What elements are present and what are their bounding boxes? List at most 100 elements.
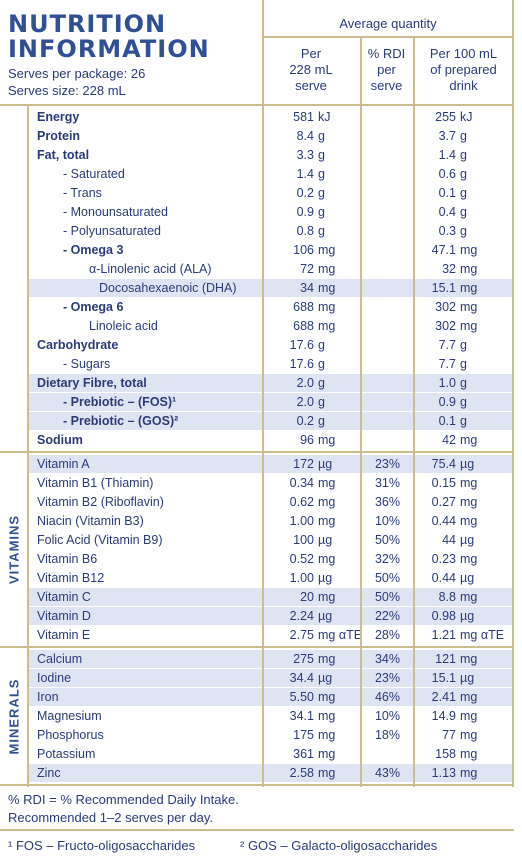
rule bbox=[262, 36, 514, 38]
title: NUTRITION bbox=[8, 10, 167, 38]
per-100-value: 121 bbox=[435, 652, 456, 666]
per-serve-value: 361 bbox=[293, 747, 314, 761]
section-label: MINERALS bbox=[6, 678, 22, 754]
per-100-unit: mg bbox=[460, 766, 478, 780]
per-serve-value: 1.00 bbox=[289, 571, 314, 585]
per-serve-value: 2.75 bbox=[289, 628, 314, 642]
per-100-unit: mg bbox=[460, 495, 478, 509]
per-100-value: 0.1 bbox=[438, 414, 456, 428]
section-label: VITAMINS bbox=[6, 514, 22, 585]
nutrient-name: Linoleic acid bbox=[89, 319, 158, 333]
row-highlight bbox=[29, 650, 512, 668]
per-serve-value: 96 bbox=[300, 433, 314, 447]
per-100-value: 1.13 bbox=[431, 766, 456, 780]
per-100-value: 42 bbox=[442, 433, 456, 447]
row-highlight bbox=[29, 588, 512, 606]
nutrient-name: - Polyunsaturated bbox=[63, 224, 161, 238]
per-serve-value: 3.3 bbox=[296, 148, 314, 162]
per-100-unit: mg bbox=[460, 300, 478, 314]
per-serve-unit: g bbox=[318, 414, 325, 428]
rdi-value: 50% bbox=[374, 571, 401, 585]
per-100-value: 3.7 bbox=[438, 129, 456, 143]
per-100-unit: mg bbox=[460, 709, 478, 723]
per-100-unit: g bbox=[460, 186, 467, 200]
per-serve-unit: mg bbox=[318, 495, 336, 509]
row-highlight bbox=[29, 607, 512, 625]
column-header: of prepared bbox=[430, 62, 497, 77]
rule bbox=[0, 784, 514, 786]
title: INFORMATION bbox=[8, 35, 210, 63]
per-100-value: 1.0 bbox=[438, 376, 456, 390]
per-100-value: 7.7 bbox=[438, 338, 456, 352]
per-serve-unit: mg bbox=[318, 552, 336, 566]
column-header: per bbox=[377, 62, 396, 77]
per-100-unit: mg bbox=[460, 243, 478, 257]
per-serve-value: 17.6 bbox=[289, 338, 314, 352]
per-100-unit: g bbox=[460, 167, 467, 181]
per-100-value: 44 bbox=[442, 533, 456, 547]
per-serve-value: 5.50 bbox=[289, 690, 314, 704]
per-100-value: 32 bbox=[442, 262, 456, 276]
per-serve-unit: mg bbox=[318, 728, 336, 742]
per-serve-value: 34 bbox=[300, 281, 314, 295]
per-serve-value: 0.9 bbox=[296, 205, 314, 219]
rdi-value: 32% bbox=[374, 552, 401, 566]
per-100-value: 7.7 bbox=[438, 357, 456, 371]
per-serve-value: 2.58 bbox=[289, 766, 314, 780]
row-highlight bbox=[29, 279, 512, 297]
per-serve-value: 20 bbox=[300, 590, 314, 604]
per-serve-unit: mg bbox=[318, 300, 336, 314]
nutrient-name: Niacin (Vitamin B3) bbox=[37, 514, 144, 528]
per-100-unit: mg bbox=[460, 728, 478, 742]
per-serve-value: 17.6 bbox=[289, 357, 314, 371]
row-highlight bbox=[29, 374, 512, 392]
per-100-value: 302 bbox=[435, 319, 456, 333]
per-100-unit: mg bbox=[460, 652, 478, 666]
nutrient-name: - Sugars bbox=[63, 357, 111, 371]
nutrient-name: Iron bbox=[37, 690, 59, 704]
per-100-unit: mg bbox=[460, 590, 478, 604]
per-100-unit: g bbox=[460, 224, 467, 238]
per-serve-value: 2.24 bbox=[289, 609, 314, 623]
column-header: drink bbox=[449, 78, 478, 93]
per-100-value: 158 bbox=[435, 747, 456, 761]
nutrient-name: Vitamin D bbox=[37, 609, 91, 623]
row-highlight bbox=[29, 764, 512, 782]
nutrient-name: Vitamin B6 bbox=[37, 552, 98, 566]
column-header: Per bbox=[300, 46, 322, 61]
per-100-value: 47.1 bbox=[431, 243, 456, 257]
row-highlight bbox=[29, 669, 512, 687]
footnote: ² GOS – Galacto-oligosaccharides bbox=[240, 838, 438, 853]
footnote: ¹ FOS – Fructo-oligosaccharides bbox=[8, 838, 196, 853]
per-100-value: 1.4 bbox=[438, 148, 456, 162]
per-serve-value: 34.1 bbox=[289, 709, 314, 723]
per-serve-value: 581 bbox=[293, 110, 314, 124]
per-serve-unit: mg bbox=[318, 590, 336, 604]
per-serve-unit: mg bbox=[318, 652, 336, 666]
per-100-unit: µg bbox=[460, 609, 475, 623]
nutrient-name: Vitamin B12 bbox=[37, 571, 105, 585]
per-serve-unit: g bbox=[318, 167, 325, 181]
per-100-unit: µg bbox=[460, 571, 475, 585]
row-highlight bbox=[29, 393, 512, 411]
nutrient-name: - Prebiotic – (GOS)² bbox=[63, 414, 179, 428]
per-serve-unit: µg bbox=[318, 457, 333, 471]
per-100-unit: µg bbox=[460, 533, 475, 547]
per-100-unit: mg bbox=[460, 690, 478, 704]
serves-per-package: Serves per package: 26 bbox=[8, 66, 146, 81]
per-serve-value: 275 bbox=[293, 652, 314, 666]
per-100-value: 302 bbox=[435, 300, 456, 314]
per-100-unit: µg bbox=[460, 457, 475, 471]
per-100-unit: mg bbox=[460, 433, 478, 447]
rdi-value: 34% bbox=[374, 652, 401, 666]
per-100-unit: mg bbox=[460, 747, 478, 761]
per-serve-value: 2.0 bbox=[296, 395, 314, 409]
per-serve-value: 0.2 bbox=[296, 414, 314, 428]
column-header: Per 100 mL bbox=[429, 46, 498, 61]
nutrient-name: - Saturated bbox=[63, 167, 125, 181]
rdi-value: 43% bbox=[374, 766, 401, 780]
rule bbox=[360, 104, 362, 787]
rule bbox=[413, 104, 415, 787]
nutrient-name: Folic Acid (Vitamin B9) bbox=[37, 533, 163, 547]
